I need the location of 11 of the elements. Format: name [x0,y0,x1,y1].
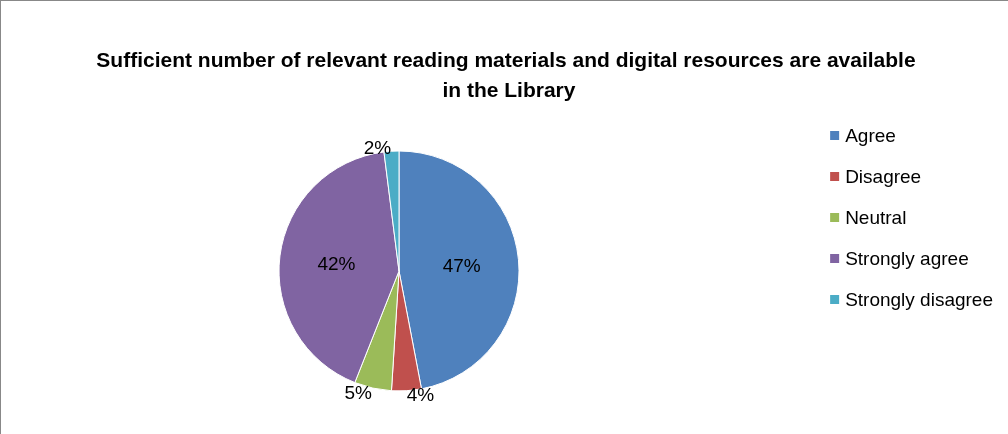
legend-label: Neutral [845,207,907,228]
legend-label: Agree [845,125,896,146]
data-label: 5% [344,381,373,403]
data-label: 42% [317,252,356,274]
legend-label: Disagree [845,166,922,187]
chart-title: Sufficient number of relevant reading materials and digital resources are available in the Library [96,47,916,101]
legend-label: Strongly agree [845,248,969,269]
data-label: 4% [406,384,435,406]
data-label: 47% [442,254,481,276]
legend-label: Strongly disagree [845,289,994,310]
data-label: 2% [363,136,392,158]
